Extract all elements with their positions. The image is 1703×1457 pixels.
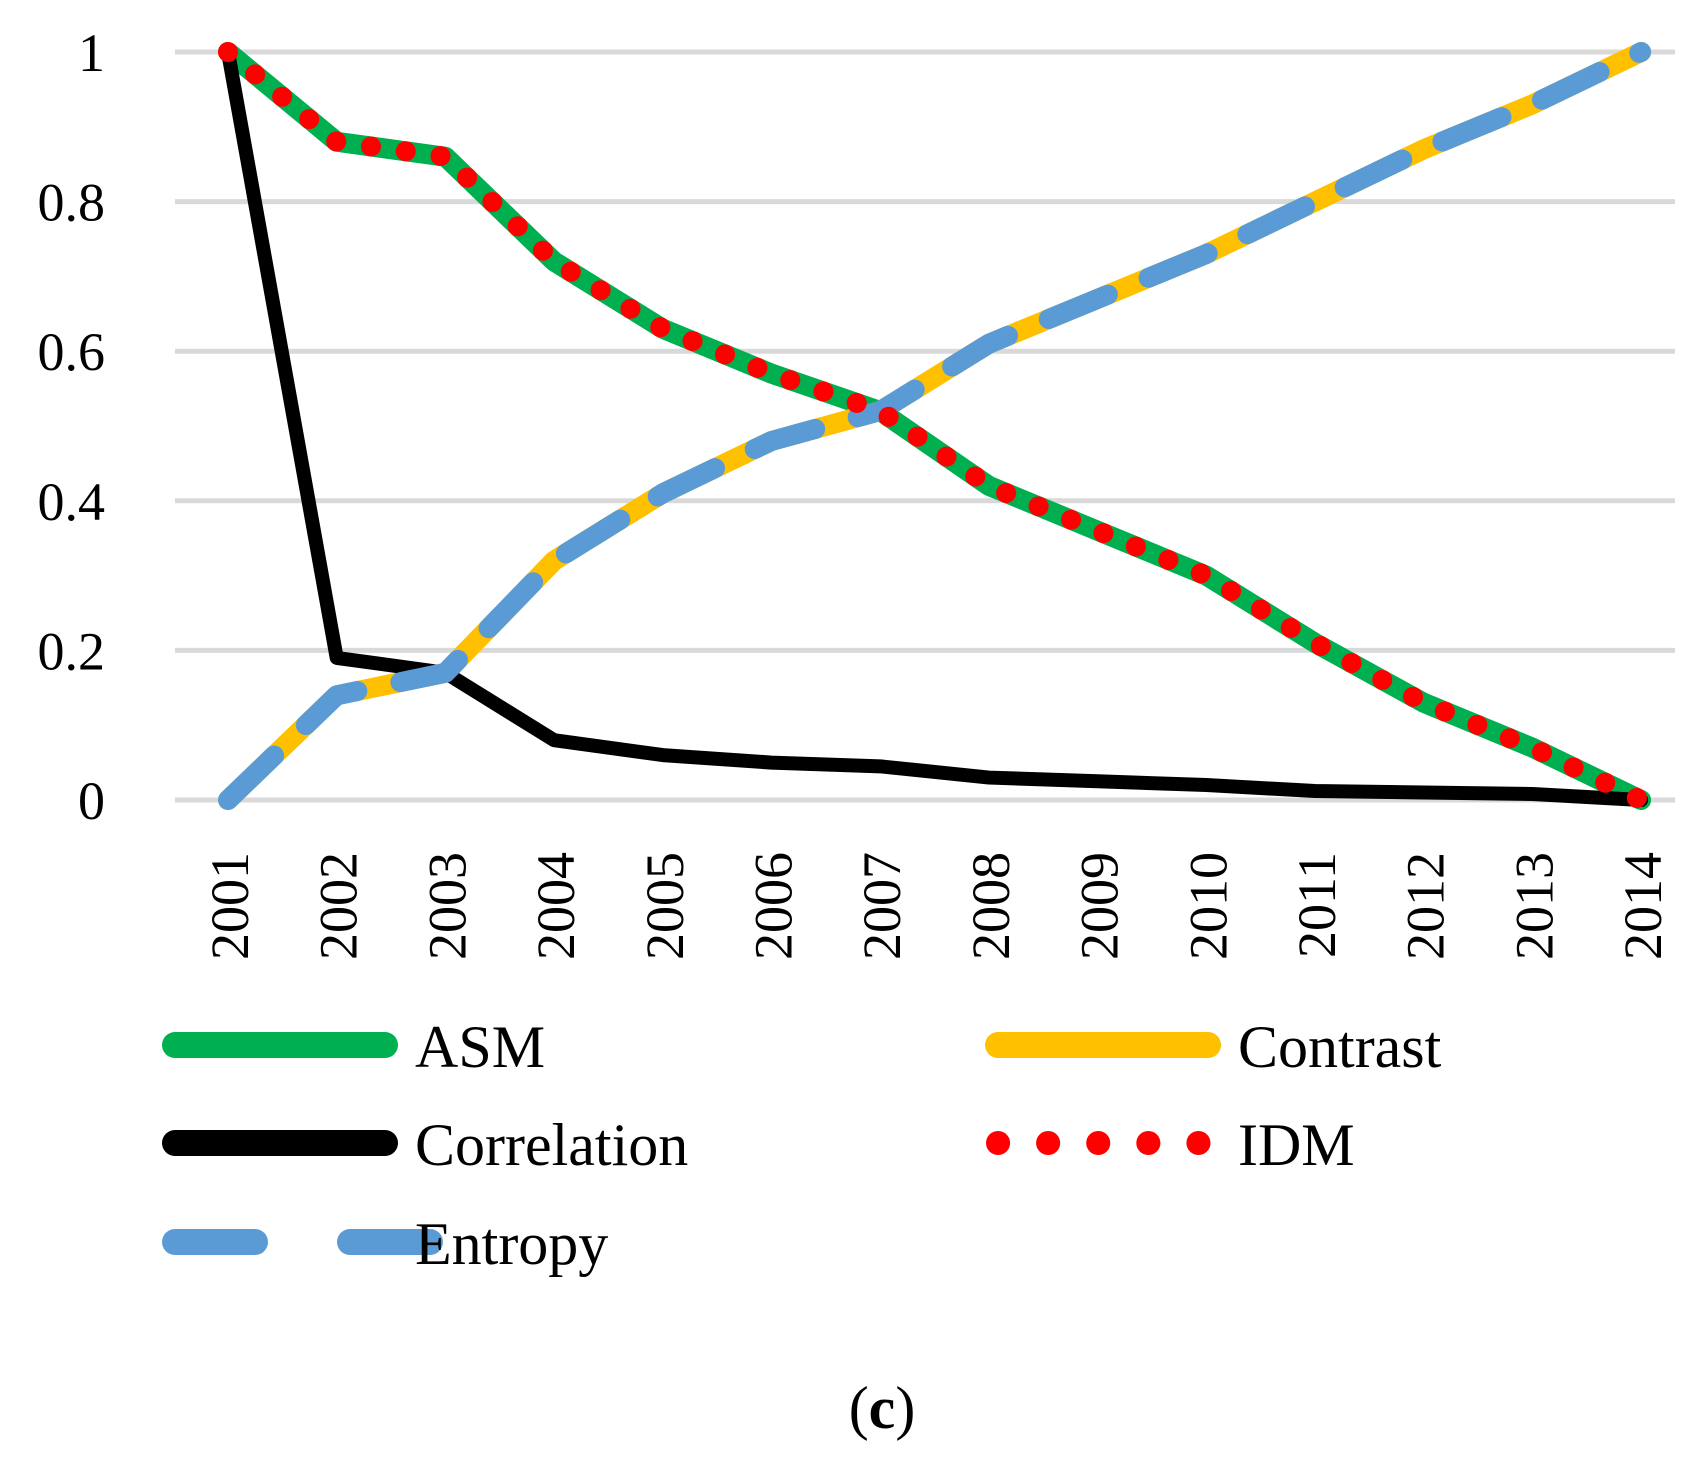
y-tick-label: 0 — [78, 771, 105, 831]
x-tick-label: 2004 — [526, 852, 586, 960]
y-axis-ticks: 0 0.2 0.4 0.6 0.8 1 — [38, 23, 106, 831]
x-tick-label: 2010 — [1178, 852, 1238, 960]
x-axis-ticks: 2001 2002 2003 2004 2005 2006 2007 2008 2009 2010… — [200, 852, 1673, 960]
x-tick-label: 2007 — [852, 852, 912, 960]
y-tick-label: 0.8 — [38, 173, 106, 233]
x-tick-label: 2012 — [1396, 852, 1456, 960]
x-tick-label: 2011 — [1287, 852, 1347, 958]
figure-caption: (c) — [849, 1375, 916, 1441]
caption-letter: c — [869, 1375, 896, 1441]
x-tick-label: 2006 — [744, 852, 804, 960]
legend: ASM Contrast Correlation IDM Entropy — [162, 1014, 1442, 1277]
x-tick-label: 2003 — [417, 852, 477, 960]
y-tick-label: 0.4 — [38, 472, 106, 532]
x-tick-label: 2001 — [200, 852, 260, 960]
series-lines — [218, 42, 1652, 810]
legend-label-entropy: Entropy — [415, 1211, 608, 1277]
caption-open: ( — [849, 1375, 869, 1441]
y-tick-label: 0.6 — [38, 322, 106, 382]
gridlines — [175, 49, 1675, 803]
legend-label-idm: IDM — [1238, 1112, 1355, 1178]
y-tick-label: 1 — [78, 23, 105, 83]
legend-label-correlation: Correlation — [415, 1112, 688, 1178]
x-tick-label: 2014 — [1613, 852, 1673, 960]
y-tick-label: 0.2 — [38, 621, 106, 681]
legend-label-asm: ASM — [415, 1014, 545, 1080]
x-tick-label: 2008 — [961, 852, 1021, 960]
series-correlation-line — [221, 45, 1649, 807]
x-tick-label: 2005 — [635, 852, 695, 960]
x-tick-label: 2013 — [1504, 852, 1564, 960]
x-tick-label: 2002 — [309, 852, 369, 960]
caption-close: ) — [895, 1375, 915, 1441]
series-entropy-line — [218, 42, 1652, 810]
series-idm-line — [218, 42, 1652, 810]
legend-label-contrast: Contrast — [1238, 1014, 1442, 1080]
x-tick-label: 2009 — [1070, 852, 1130, 960]
